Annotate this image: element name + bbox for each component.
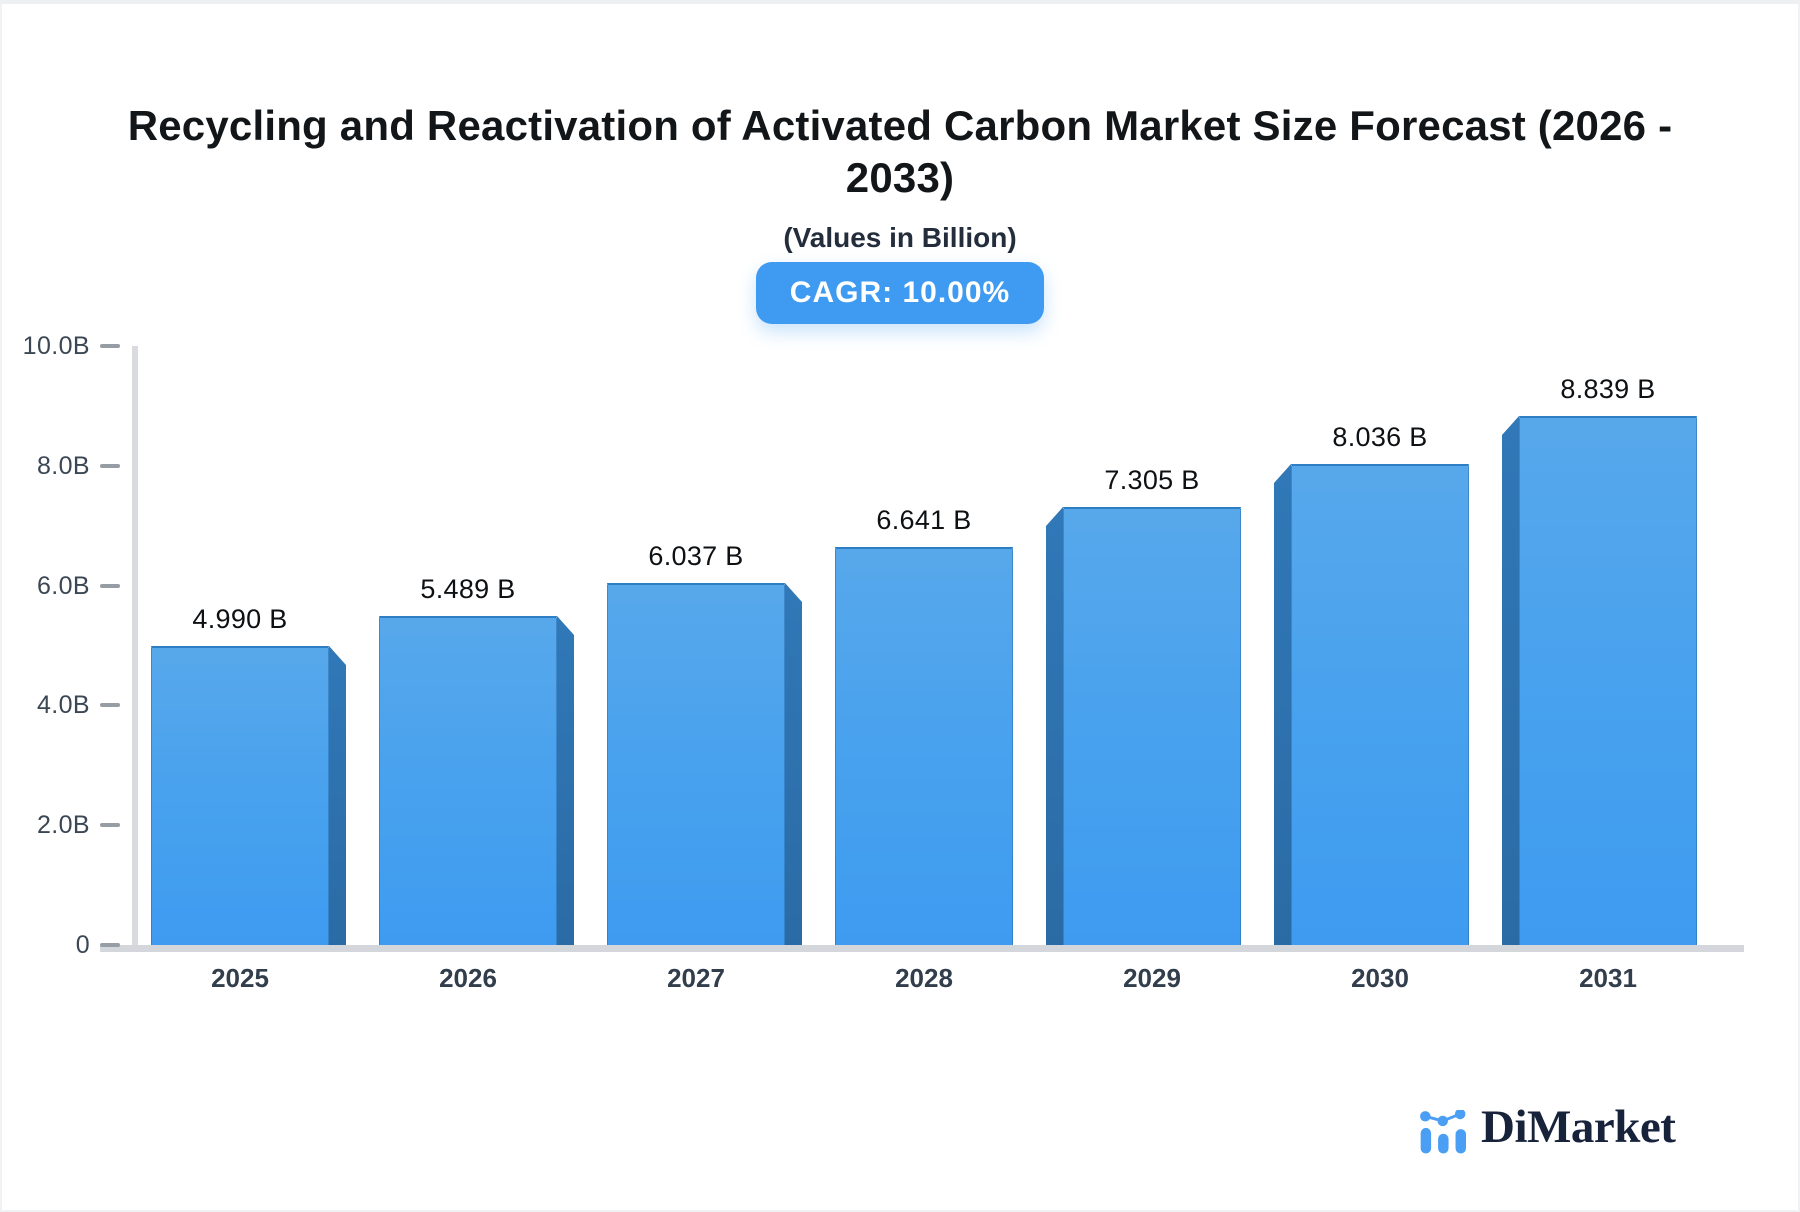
y-axis-tick-label: 6.0B — [36, 571, 90, 600]
x-axis-label: 2031 — [1579, 963, 1637, 993]
bar-3d-side — [557, 616, 574, 945]
bar-3d-side — [785, 583, 802, 945]
y-axis-tick-label: 0 — [75, 931, 90, 959]
x-axis-label: 2026 — [439, 963, 497, 993]
bar-3d-side — [329, 646, 346, 945]
y-axis-tick-label: 10.0B — [22, 332, 90, 360]
bar-2027[interactable] — [607, 583, 785, 945]
y-axis-tick-mark — [100, 823, 120, 828]
bar-value-label: 6.641 B — [876, 505, 972, 535]
brand-name: DiMarket — [1481, 1101, 1676, 1153]
x-axis-line — [100, 945, 1744, 952]
dimarket-logo-icon — [1420, 1110, 1466, 1154]
chart-title: Recycling and Reactivation of Activated … — [127, 102, 1673, 201]
x-axis-label: 2027 — [667, 963, 725, 993]
bar-2028[interactable] — [835, 547, 1013, 945]
bar-2031[interactable] — [1519, 416, 1697, 945]
bar-2026[interactable] — [379, 616, 557, 945]
bar-3d-side — [1274, 464, 1291, 945]
bar-value-label: 4.990 B — [192, 604, 288, 634]
y-axis-tick-mark — [100, 583, 120, 588]
x-axis-label: 2030 — [1351, 963, 1409, 993]
x-axis-label: 2029 — [1123, 963, 1181, 993]
brand-logo: DiMarket — [1416, 1101, 1676, 1154]
bar-2025[interactable] — [151, 646, 329, 945]
bar-2030[interactable] — [1291, 464, 1469, 945]
bar-value-label: 5.489 B — [420, 574, 516, 604]
bar-chart-plot-area: 0 2.0B 4.0B 6.0B 8.0B 10.0B 4.990 B 2025 5.489 B… — [2, 4, 1798, 1210]
bar-value-label: 8.839 B — [1560, 374, 1656, 404]
y-axis-tick-mark — [100, 943, 120, 947]
bar-3d-side — [1046, 507, 1063, 945]
y-axis-tick-label: 8.0B — [36, 451, 90, 480]
chart-subtitle: (Values in Billion) — [783, 222, 1017, 253]
y-axis-tick-mark — [100, 703, 120, 708]
y-axis-tick-mark — [100, 344, 120, 348]
y-axis-tick-label: 4.0B — [36, 691, 90, 720]
chart-header: Recycling and Reactivation of Activated … — [2, 4, 1798, 324]
y-axis-line — [132, 346, 138, 952]
cagr-badge: CAGR: 10.00% — [755, 262, 1045, 324]
bar-3d-side — [1502, 416, 1519, 945]
x-axis-label: 2028 — [895, 963, 953, 993]
y-axis-tick-mark — [100, 463, 120, 468]
bar-2029[interactable] — [1063, 507, 1241, 945]
bar-value-label: 8.036 B — [1332, 422, 1428, 452]
y-axis-tick-label: 2.0B — [36, 811, 90, 840]
bar-value-label: 7.305 B — [1104, 465, 1200, 495]
bar-value-label: 6.037 B — [648, 541, 744, 571]
x-axis-label: 2025 — [211, 963, 269, 993]
